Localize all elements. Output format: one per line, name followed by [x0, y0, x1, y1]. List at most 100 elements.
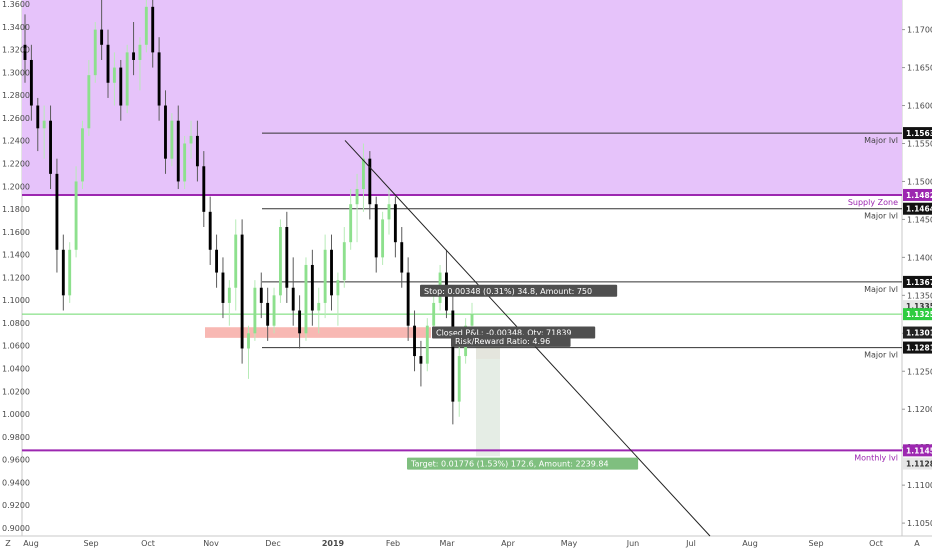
candle-body[interactable] [278, 227, 282, 296]
candle-body[interactable] [106, 44, 110, 83]
risk-label: Risk/Reward Ratio: 4.96 [455, 337, 550, 346]
right-tick-label: 1.16500 [907, 64, 932, 73]
candle-body[interactable] [157, 52, 161, 106]
left-tick-label: 1.2600 [2, 114, 30, 123]
candle-body[interactable] [355, 189, 359, 205]
right-tick-label: 1.17000 [907, 26, 932, 35]
left-tick-label: 0.9200 [2, 501, 30, 510]
candle-body[interactable] [36, 105, 40, 129]
x-tick-label: Dec [265, 539, 280, 548]
candle-body[interactable] [55, 173, 59, 250]
candle-body[interactable] [330, 249, 333, 296]
candle-body[interactable] [176, 120, 180, 182]
candle-body[interactable] [215, 249, 219, 273]
candle-body[interactable] [272, 295, 276, 326]
candle-body[interactable] [457, 356, 461, 402]
candle-body[interactable] [470, 314, 474, 326]
candle-body[interactable] [362, 158, 365, 190]
candle-body[interactable] [195, 135, 199, 167]
candle-body[interactable] [317, 302, 321, 311]
candle-body[interactable] [393, 204, 397, 243]
candle-body[interactable] [42, 120, 46, 129]
candle-body[interactable] [112, 67, 116, 83]
loss-highlight-band [205, 327, 431, 338]
candle-body[interactable] [49, 120, 52, 174]
candle-body[interactable] [227, 287, 231, 303]
left-tick-label: 1.3200 [2, 46, 30, 55]
x-axis-start-label: Z [5, 539, 11, 548]
candle-body[interactable] [342, 242, 346, 281]
candle-body[interactable] [387, 204, 391, 220]
x-tick-label: Mar [439, 539, 455, 548]
level-price-tag [903, 341, 932, 354]
candle-body[interactable] [61, 249, 65, 296]
level-label: Major lvl [864, 285, 898, 294]
candle-body[interactable] [253, 287, 257, 334]
candle-body[interactable] [119, 67, 123, 106]
x-tick-label: Nov [203, 539, 219, 548]
candle-body[interactable] [291, 287, 295, 311]
candle-body[interactable] [406, 272, 410, 326]
candle-body[interactable] [259, 287, 263, 303]
candle-body[interactable] [413, 325, 416, 357]
right-tick-label: 1.14500 [907, 215, 932, 224]
candle-body[interactable] [81, 128, 84, 182]
candle-body[interactable] [368, 158, 372, 205]
target-label-box [407, 457, 639, 470]
candle-body[interactable] [93, 29, 97, 76]
candle-body[interactable] [221, 272, 225, 303]
left-tick-label: 0.9600 [2, 456, 30, 465]
left-tick-label: 1.1400 [2, 251, 30, 260]
candle-body[interactable] [425, 325, 429, 364]
candle-body[interactable] [234, 234, 238, 288]
candle-body[interactable] [87, 75, 91, 129]
candle-body[interactable] [151, 6, 155, 53]
x-tick-label: Aug [742, 539, 758, 548]
candle-body[interactable] [240, 234, 244, 349]
candle-body[interactable] [285, 227, 289, 288]
candle-body[interactable] [74, 181, 78, 250]
candle-body[interactable] [266, 302, 270, 326]
level-price-tag-text: 1.15637 [906, 129, 932, 138]
candle-body[interactable] [310, 264, 314, 311]
candle-body[interactable] [125, 52, 129, 106]
candle-body[interactable] [451, 310, 455, 402]
candle-body[interactable] [29, 59, 33, 106]
candle-body[interactable] [400, 242, 404, 273]
candle-body[interactable] [419, 356, 423, 364]
candle-body[interactable] [202, 166, 206, 212]
level-price-tag-text: 1.13677 [906, 278, 932, 287]
candle-body[interactable] [132, 52, 135, 60]
candle-body[interactable] [183, 143, 187, 182]
candle-body[interactable] [381, 219, 385, 258]
candle-body[interactable] [349, 204, 353, 243]
right-tick-label: 1.12000 [907, 405, 932, 414]
candle-body[interactable] [208, 211, 212, 250]
candle-body[interactable] [164, 105, 167, 159]
candle-body[interactable] [138, 44, 142, 60]
candle-body[interactable] [336, 280, 340, 296]
candle-body[interactable] [68, 249, 72, 296]
candle-body[interactable] [170, 120, 174, 159]
right-tick-label: 1.15500 [907, 139, 932, 148]
candle-body[interactable] [189, 135, 193, 144]
level-label: Major lvl [864, 212, 898, 221]
left-tick-label: 1.0800 [2, 319, 30, 328]
candle-body[interactable] [23, 44, 27, 60]
candle-body[interactable] [323, 249, 327, 303]
left-tick-label: 1.0600 [2, 342, 30, 351]
candles[interactable] [23, 0, 474, 425]
candle-body[interactable] [100, 29, 104, 45]
left-tick-label: 1.2400 [2, 137, 30, 146]
target-region [476, 332, 500, 457]
candle-body[interactable] [298, 310, 302, 334]
candle-body[interactable] [247, 333, 250, 349]
level-price-tag-text: 1.12812 [906, 344, 932, 353]
left-tick-label: 0.9800 [2, 433, 30, 442]
candle-body[interactable] [304, 264, 308, 334]
candle-body[interactable] [432, 302, 436, 326]
candle-body[interactable] [374, 204, 378, 258]
candle-body[interactable] [144, 6, 148, 45]
right-tick-label: 1.16000 [907, 102, 932, 111]
x-tick-label: 2019 [322, 539, 345, 548]
